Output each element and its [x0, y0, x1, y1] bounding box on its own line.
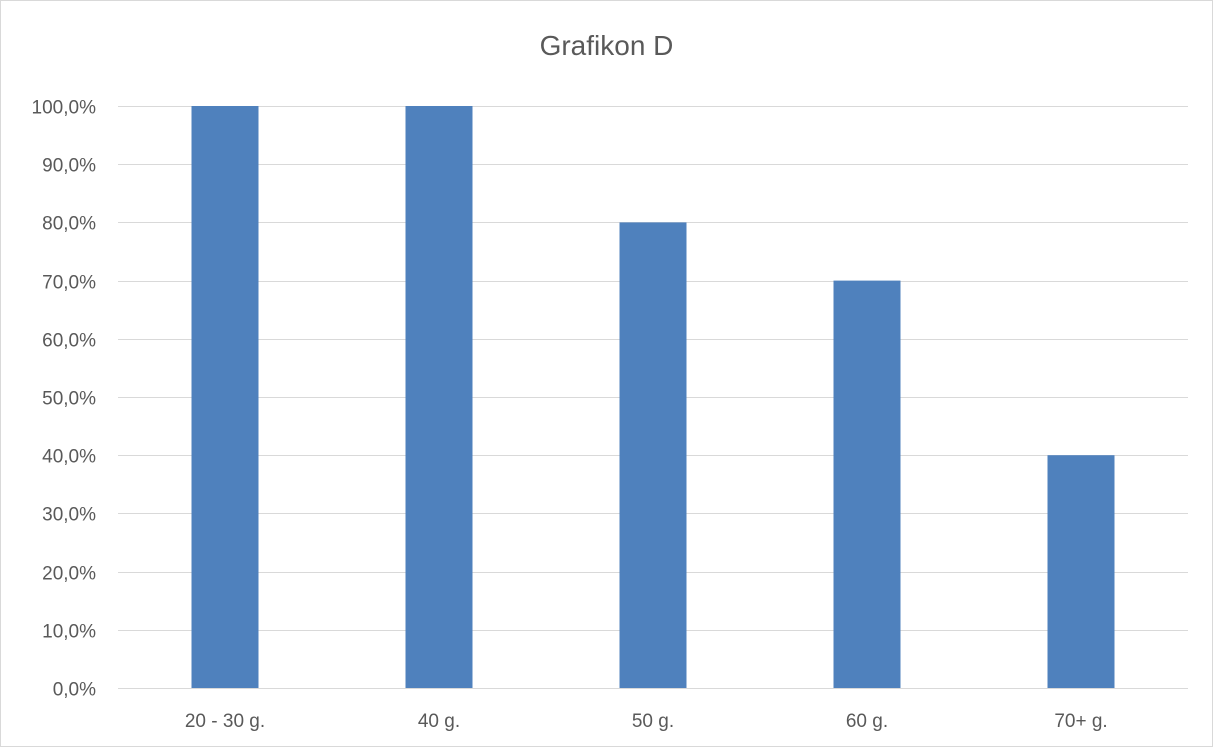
- y-tick-label: 30,0%: [42, 505, 96, 526]
- chart-title: Grafikon D: [539, 30, 674, 61]
- y-tick-label: 20,0%: [42, 564, 96, 585]
- bar: [619, 222, 687, 688]
- x-tick-label: 60 g.: [846, 711, 888, 732]
- x-tick-label: 70+ g.: [1054, 711, 1107, 732]
- y-tick-label: 50,0%: [42, 389, 96, 410]
- bar: [1047, 455, 1115, 688]
- y-tick-label: 60,0%: [42, 331, 96, 352]
- bar: [191, 106, 259, 688]
- y-tick-label: 70,0%: [42, 273, 96, 294]
- y-tick-label: 80,0%: [42, 214, 96, 235]
- y-tick-label: 10,0%: [42, 622, 96, 643]
- y-axis-tick-labels: 0,0% 10,0% 20,0% 30,0% 40,0% 50,0% 60,0% 70,0% 8…: [32, 98, 97, 701]
- bar-series: [191, 106, 1115, 688]
- x-axis-tick-labels: 20 - 30 g. 40 g. 50 g. 60 g. 70+ g.: [185, 711, 1108, 732]
- y-tick-label: 90,0%: [42, 156, 96, 177]
- x-tick-label: 20 - 30 g.: [185, 711, 265, 732]
- bar: [833, 280, 901, 688]
- y-tick-label: 40,0%: [42, 447, 96, 468]
- y-tick-label: 100,0%: [32, 98, 97, 119]
- x-tick-label: 50 g.: [632, 711, 674, 732]
- y-tick-label: 0,0%: [53, 680, 96, 701]
- bar: [405, 106, 473, 688]
- x-tick-label: 40 g.: [418, 711, 460, 732]
